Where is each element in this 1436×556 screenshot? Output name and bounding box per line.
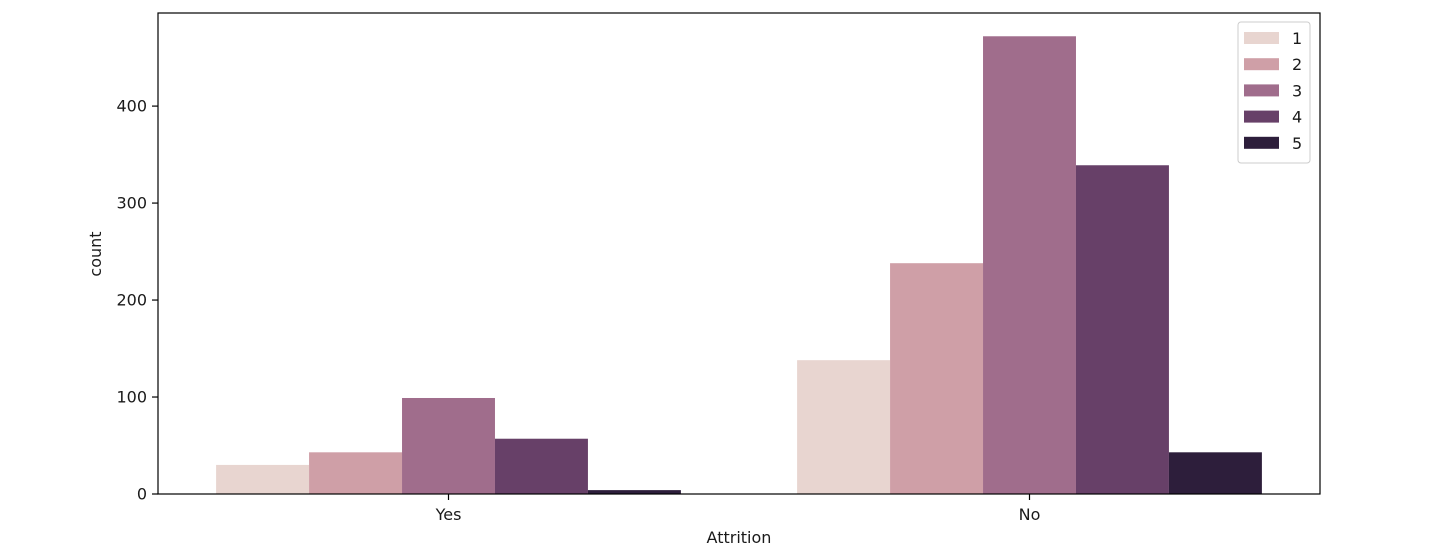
y-axis: 0 100 200 300 400 bbox=[116, 97, 158, 504]
bar-no-series-5 bbox=[1168, 452, 1262, 494]
bars-layer bbox=[216, 36, 1262, 495]
y-tick-label: 300 bbox=[116, 194, 147, 213]
legend-swatch-2 bbox=[1244, 58, 1279, 71]
y-tick-label: 0 bbox=[137, 485, 147, 504]
legend-swatch-5 bbox=[1244, 136, 1279, 149]
plot-frame bbox=[157, 12, 1321, 495]
bar-yes-series-3 bbox=[402, 397, 495, 494]
legend-label-2: 2 bbox=[1292, 55, 1302, 74]
bar-yes-series-5 bbox=[587, 490, 681, 494]
legend-label-1: 1 bbox=[1292, 29, 1302, 48]
bar-yes-series-2 bbox=[309, 452, 403, 494]
y-axis-label: count bbox=[86, 231, 105, 276]
bar-no-series-2 bbox=[890, 263, 984, 494]
x-axis-label: Attrition bbox=[707, 528, 772, 547]
y-tick-label: 100 bbox=[116, 388, 147, 407]
bar-yes-series-1 bbox=[216, 464, 310, 494]
bar-yes-series-4 bbox=[494, 438, 588, 494]
y-tick-label: 200 bbox=[116, 291, 147, 310]
legend-swatch-1 bbox=[1244, 32, 1279, 44]
legend-label-3: 3 bbox=[1292, 81, 1302, 100]
bar-no-series-4 bbox=[1075, 165, 1169, 494]
legend: 1 2 3 4 5 bbox=[1237, 21, 1311, 164]
x-tick-label: No bbox=[1019, 505, 1041, 524]
x-tick-label: Yes bbox=[435, 505, 462, 524]
bar-no-series-1 bbox=[797, 360, 891, 494]
x-axis: Yes No bbox=[435, 494, 1041, 524]
bar-no-series-3 bbox=[983, 36, 1076, 495]
legend-swatch-3 bbox=[1244, 84, 1279, 97]
legend-swatch-4 bbox=[1244, 110, 1279, 123]
legend-label-4: 4 bbox=[1292, 108, 1302, 127]
y-tick-label: 400 bbox=[116, 97, 147, 116]
legend-label-5: 5 bbox=[1292, 134, 1302, 153]
